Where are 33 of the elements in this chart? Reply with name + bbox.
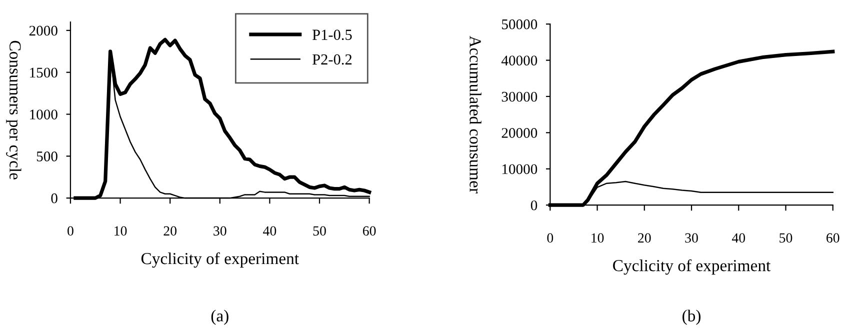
- x-tick-label: 60: [362, 226, 376, 236]
- y-tick-label: 50000: [502, 19, 538, 30]
- y-axis-title: Consumers per cycle: [6, 40, 22, 180]
- x-tick-label: 0: [68, 226, 74, 236]
- x-tick-label: 20: [164, 226, 176, 236]
- y-tick-label: 10000: [502, 164, 538, 174]
- x-tick-label: 30: [685, 233, 698, 243]
- text: (a): [211, 310, 228, 325]
- x-tick-label: 10: [592, 233, 604, 243]
- x-axis-title: Cyclicity of experiment: [141, 252, 299, 268]
- x-tick-label: 50: [780, 233, 792, 243]
- x-tick-label: 40: [263, 226, 276, 236]
- y-axis-title: Accumulated consumer: [470, 36, 482, 194]
- y-tick-label: 1000: [30, 110, 58, 120]
- x-tick-label: 10: [114, 226, 127, 236]
- y-tick-label: 0: [51, 193, 58, 204]
- y-tick-label: 500: [36, 152, 58, 162]
- text: (b): [682, 310, 700, 325]
- legend-label: P2-0.2: [312, 54, 352, 65]
- x-tick-label: 30: [214, 226, 226, 236]
- x-tick-label: 20: [638, 233, 651, 243]
- y-tick-label: 1500: [30, 68, 58, 78]
- y-tick-label: 0: [530, 200, 538, 210]
- legend-label: P1-0.5: [312, 30, 352, 40]
- x-tick-label: 40: [732, 233, 746, 243]
- y-tick-label: 30000: [502, 92, 538, 102]
- y-tick-label: 20000: [502, 128, 538, 138]
- x-axis-title: Cyclicity of experiment: [613, 259, 771, 275]
- y-tick-label: 2000: [29, 26, 58, 36]
- x-tick-label: 60: [826, 233, 840, 243]
- x-tick-label: 0: [547, 233, 554, 243]
- x-tick-label: 50: [313, 226, 326, 236]
- y-tick-label: 40000: [501, 56, 538, 66]
